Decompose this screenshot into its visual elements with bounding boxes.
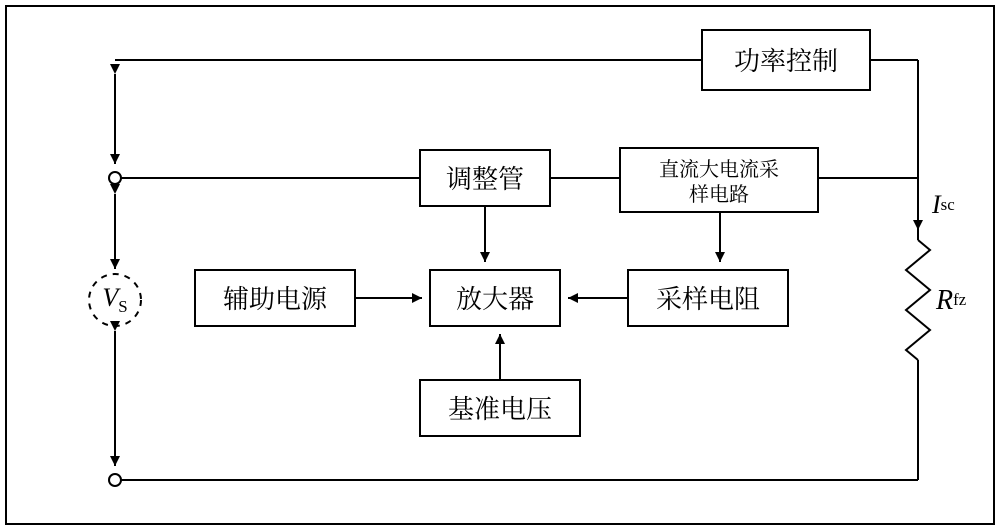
- r-fz-label: Rfz: [936, 280, 996, 320]
- source-label: VS: [85, 282, 145, 318]
- block-samp_res: 采样电阻: [628, 270, 788, 326]
- block-regulator: 调整管: [420, 150, 550, 206]
- block-ref_v: 基准电压: [420, 380, 580, 436]
- block-aux_psu: 辅助电源: [195, 270, 355, 326]
- i-sc-label: Isc: [932, 188, 992, 222]
- block-power_ctrl: 功率控制: [702, 30, 870, 90]
- block-sampler: 直流大电流采样电路: [620, 148, 818, 212]
- vs-symbol: VS: [102, 282, 127, 317]
- block-amp: 放大器: [430, 270, 560, 326]
